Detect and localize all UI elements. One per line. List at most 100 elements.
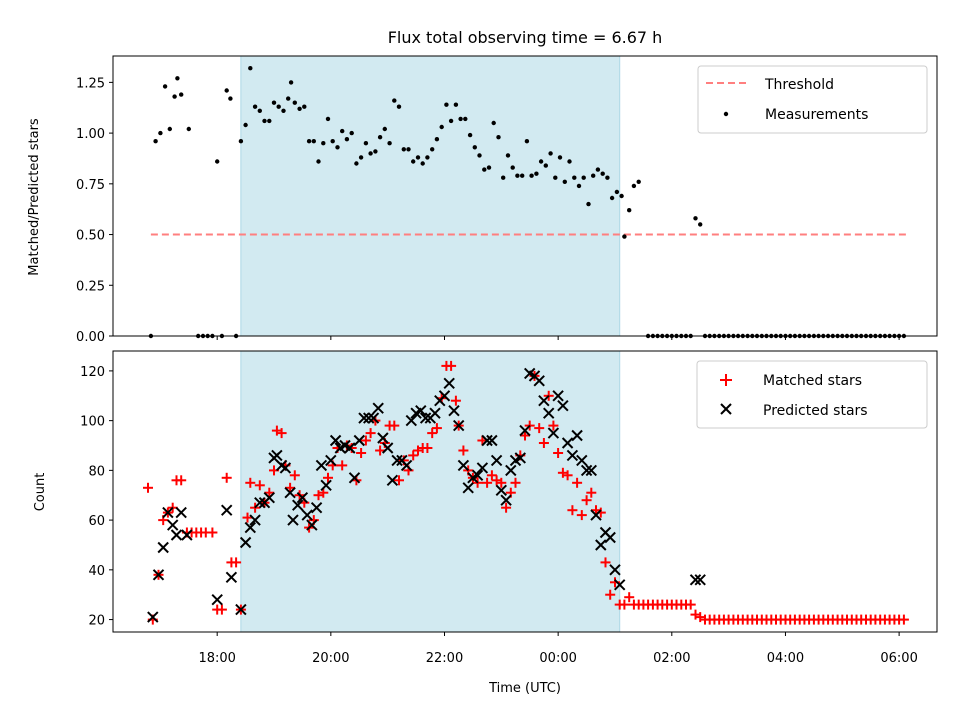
- measurement-point: [467, 132, 473, 138]
- predicted-star-point: [514, 452, 527, 464]
- measurement-point: [505, 153, 511, 158]
- predicted-star-point: [557, 399, 569, 412]
- predicted-star-point: [495, 484, 508, 497]
- predicted-star-point: [542, 407, 555, 419]
- matched-star-point: [207, 527, 218, 538]
- matched-star-point: [486, 470, 497, 481]
- legend-matched-label: Matched stars: [763, 373, 862, 389]
- measurement-point: [215, 159, 220, 164]
- measurement-point: [349, 130, 354, 136]
- predicted-star-point: [533, 375, 545, 387]
- legend-predicted-label: Predicted stars: [763, 403, 868, 419]
- y-tick-label: 0.25: [76, 279, 105, 294]
- predicted-star-point: [249, 514, 261, 526]
- measurement-point: [172, 94, 177, 99]
- measurement-point: [179, 92, 184, 97]
- top-y-ticks: 0.00 0.25 0.50 0.75 1.00 1.25: [76, 76, 113, 345]
- measurement-point: [252, 104, 258, 109]
- predicted-star-point: [306, 519, 318, 531]
- x-tick-label: 02:00: [653, 651, 690, 666]
- predicted-star-point: [457, 459, 470, 472]
- measurement-point: [515, 173, 520, 178]
- measurement-point: [271, 100, 277, 105]
- bottom-y-axis-label: Count: [33, 473, 48, 512]
- matched-star-point: [254, 480, 265, 491]
- measurement-point: [572, 175, 577, 180]
- measurement-point: [614, 189, 620, 195]
- measurement-point: [444, 102, 449, 107]
- matched-star-point: [242, 512, 253, 523]
- matched-star-point: [624, 592, 635, 603]
- matched-star-point: [143, 482, 153, 493]
- measurement-point: [325, 116, 331, 122]
- bottom-legend: Matched stars Predicted stars: [696, 360, 928, 429]
- legend-measurements-swatch: [723, 111, 729, 117]
- predicted-stars-points-layer: [147, 367, 706, 623]
- matched-star-point: [431, 423, 442, 434]
- measurement-point: [228, 96, 233, 101]
- predicted-star-point: [211, 593, 223, 606]
- predicted-star-point: [377, 432, 389, 444]
- predicted-star-point: [566, 449, 579, 462]
- measurement-point: [586, 201, 591, 207]
- measurement-point: [358, 155, 364, 160]
- predicted-star-point: [609, 564, 621, 576]
- predicted-star-point: [576, 454, 588, 467]
- predicted-star-point: [147, 611, 159, 623]
- bottom-panel: 18:00 20:00 22:00 00:00 02:00 04:00 06:00 20 40…: [33, 350, 938, 696]
- measurement-point: [543, 163, 548, 168]
- y-tick-label: 1.25: [76, 76, 105, 91]
- predicted-star-point: [271, 449, 283, 462]
- measurement-point: [524, 139, 530, 144]
- top-y-axis-label: Matched/Predicted stars: [27, 118, 42, 276]
- predicted-star-point: [181, 529, 193, 541]
- predicted-star-point: [367, 412, 380, 424]
- predicted-star-point: [561, 437, 574, 449]
- matched-star-point: [264, 487, 275, 498]
- measurement-point: [548, 151, 553, 156]
- measurement-point: [316, 159, 321, 164]
- measurement-point: [377, 135, 383, 140]
- matched-star-point: [548, 420, 559, 431]
- predicted-star-point: [175, 506, 187, 519]
- matched-star-point: [389, 420, 400, 431]
- matched-star-point: [553, 448, 564, 458]
- measurement-point: [420, 161, 425, 166]
- top-shaded-interval: [240, 55, 621, 337]
- matched-star-point: [408, 450, 419, 461]
- measurement-point: [286, 96, 291, 101]
- legend-matched-swatch: [720, 374, 732, 386]
- bottom-plot-frame: [112, 350, 938, 633]
- measurement-point: [175, 76, 180, 81]
- predicted-star-point: [239, 536, 252, 549]
- measurement-point: [448, 118, 454, 124]
- measurement-point: [501, 175, 506, 180]
- predicted-star-point: [405, 414, 418, 427]
- measurement-point: [595, 167, 601, 172]
- measurement-point: [158, 130, 163, 136]
- predicted-star-point: [235, 603, 247, 616]
- matched-star-point: [231, 557, 242, 568]
- measurement-point: [576, 183, 582, 189]
- bottom-shaded-interval-layer: [240, 350, 621, 633]
- measurement-point: [631, 183, 637, 189]
- legend-predicted-swatch: [720, 403, 732, 415]
- predicted-star-point: [613, 579, 626, 591]
- top-x-ticks: [216, 336, 900, 340]
- measurement-point: [330, 139, 335, 144]
- measurement-point: [472, 145, 477, 150]
- predicted-star-point: [381, 442, 394, 454]
- predicted-star-point: [552, 390, 564, 402]
- legend-threshold-label: Threshold: [764, 77, 834, 93]
- bottom-y-ticks: 20 40 60 80 100 120: [80, 365, 113, 629]
- measurement-point: [520, 173, 525, 178]
- predicted-star-point: [244, 521, 257, 534]
- predicted-star-point: [429, 407, 441, 419]
- matched-star-point: [567, 505, 578, 516]
- measurement-point: [538, 159, 544, 164]
- measurement-point: [354, 161, 359, 166]
- predicted-star-point: [329, 434, 342, 447]
- predicted-star-point: [500, 494, 512, 506]
- matched-star-point: [176, 475, 187, 486]
- measurement-point: [153, 139, 158, 144]
